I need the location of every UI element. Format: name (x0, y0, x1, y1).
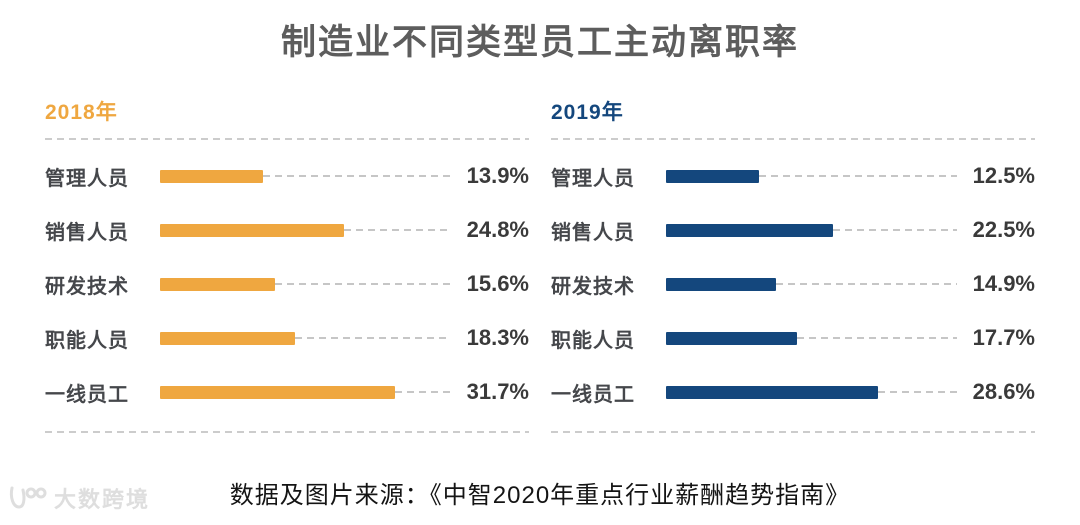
value-label: 22.5% (972, 217, 1035, 242)
dashed-leader-line (343, 229, 451, 231)
chart-row: 销售人员 22.5% (551, 203, 1035, 257)
bottom-dashed-divider (45, 431, 529, 433)
bottom-dashed-divider (551, 431, 1035, 433)
category-label: 职能人员 (551, 329, 635, 352)
dashed-leader-line (394, 391, 451, 393)
bar (666, 385, 878, 399)
chart-row: 销售人员 24.8% (45, 203, 529, 257)
bar-rows-2018: 管理人员 13.9% 销售人员 24.8% 研发技术 15.6% 职能人员 18.3% 一线员工… (45, 140, 529, 419)
panel-2019: 2019年 管理人员 12.5% 销售人员 22.5% 研发技术 14.9% 职能人员 17.… (551, 100, 1035, 433)
category-label: 职能人员 (45, 329, 129, 352)
category-label: 一线员工 (551, 383, 635, 406)
dashed-leader-line (877, 391, 957, 393)
chart-row: 一线员工 31.7% (45, 365, 529, 419)
bar (160, 277, 276, 291)
dashed-leader-line (758, 175, 957, 177)
page-title: 制造业不同类型员工主动离职率 (280, 23, 799, 62)
top-dashed-divider (551, 138, 1035, 140)
bar (160, 223, 344, 237)
chart-row: 研发技术 14.9% (551, 257, 1035, 311)
category-label: 研发技术 (45, 275, 129, 298)
bar-track (160, 311, 451, 365)
bar (160, 385, 395, 399)
chart-row: 管理人员 13.9% (45, 149, 529, 203)
value-label: 17.7% (972, 325, 1035, 350)
category-label: 管理人员 (551, 167, 635, 190)
bar-track (160, 149, 451, 203)
bar (666, 277, 777, 291)
category-label: 管理人员 (45, 167, 129, 190)
category-label: 销售人员 (551, 221, 635, 244)
value-label: 24.8% (466, 217, 529, 242)
bar (666, 331, 797, 345)
bar-track (666, 257, 957, 311)
bar (666, 223, 833, 237)
category-label: 一线员工 (45, 383, 129, 406)
value-label: 18.3% (466, 325, 529, 350)
top-dashed-divider (45, 138, 529, 140)
value-label: 28.6% (972, 379, 1035, 404)
bar-track (666, 311, 957, 365)
category-label: 销售人员 (45, 221, 129, 244)
bar (160, 169, 263, 183)
chart-row: 一线员工 28.6% (551, 365, 1035, 419)
chart-row: 职能人员 18.3% (45, 311, 529, 365)
dashed-leader-line (275, 283, 451, 285)
dashed-leader-line (262, 175, 451, 177)
bar-track (666, 203, 957, 257)
bar-rows-2019: 管理人员 12.5% 销售人员 22.5% 研发技术 14.9% 职能人员 17.7% 一线员工… (551, 140, 1035, 419)
panels-container: 2018年 管理人员 13.9% 销售人员 24.8% 研发技术 15.6% 职能人员 18.… (45, 100, 1035, 433)
bar-track (160, 257, 451, 311)
brand-watermark: 大数跨境 (8, 482, 150, 514)
bar-track (666, 149, 957, 203)
bar-track (160, 203, 451, 257)
dashed-leader-line (832, 229, 957, 231)
swoosh-100-icon (9, 486, 47, 509)
chart-row: 职能人员 17.7% (551, 311, 1035, 365)
chart-row: 管理人员 12.5% (551, 149, 1035, 203)
dashed-leader-line (797, 337, 957, 339)
series-label-2019: 2019年 (551, 101, 624, 124)
value-label: 31.7% (466, 379, 529, 404)
chart-row: 研发技术 15.6% (45, 257, 529, 311)
bar (666, 169, 759, 183)
source-caption: 数据及图片来源：《中智2020年重点行业薪酬趋势指南》 (229, 482, 851, 509)
panel-2018: 2018年 管理人员 13.9% 销售人员 24.8% 研发技术 15.6% 职能人员 18.… (45, 100, 529, 433)
bar (160, 331, 296, 345)
dashed-leader-line (776, 283, 957, 285)
category-label: 研发技术 (551, 275, 635, 298)
value-label: 13.9% (466, 163, 529, 188)
value-label: 14.9% (972, 271, 1035, 296)
bar-track (160, 365, 451, 419)
value-label: 12.5% (972, 163, 1035, 188)
brand-name: 大数跨境 (54, 487, 151, 512)
bar-track (666, 365, 957, 419)
dashed-leader-line (295, 337, 451, 339)
value-label: 15.6% (466, 271, 529, 296)
series-label-2018: 2018年 (45, 101, 118, 124)
